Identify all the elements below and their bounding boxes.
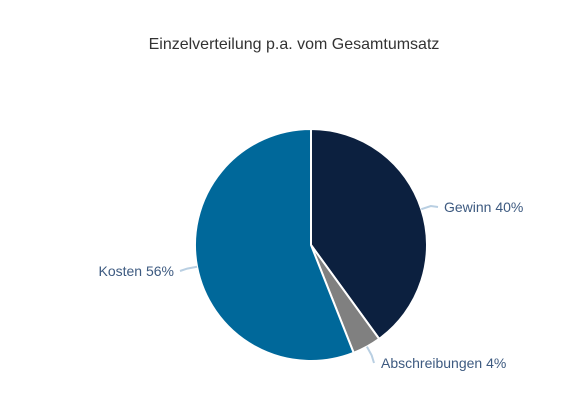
slice-label-gewinn: Gewinn 40% (444, 199, 523, 215)
pie-slices (194, 128, 428, 362)
pie-connectors (179, 205, 439, 364)
pie-slice-gewinn[interactable] (310, 128, 428, 340)
chart-title: Einzelverteilung p.a. vom Gesamtumsatz (148, 36, 440, 53)
connector-abschreibungen (366, 346, 375, 364)
pie-labels: Gewinn 40% Abschreibungen 4% Kosten 56% (99, 199, 524, 371)
slice-label-abschreibungen: Abschreibungen 4% (381, 355, 506, 371)
connector-kosten (179, 265, 198, 272)
connector-gewinn (421, 205, 439, 211)
slice-label-kosten: Kosten 56% (99, 263, 175, 279)
